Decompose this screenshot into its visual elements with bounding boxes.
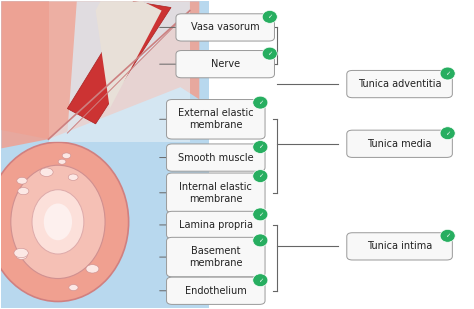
- Circle shape: [86, 265, 99, 273]
- Text: ✓: ✓: [258, 100, 263, 105]
- Polygon shape: [1, 1, 190, 139]
- Circle shape: [62, 153, 71, 159]
- Text: Nerve: Nerve: [210, 59, 240, 69]
- Text: ✓: ✓: [445, 233, 450, 238]
- Ellipse shape: [440, 67, 455, 80]
- Ellipse shape: [44, 204, 72, 240]
- Ellipse shape: [440, 229, 455, 242]
- Text: Smooth muscle: Smooth muscle: [178, 153, 254, 163]
- Circle shape: [68, 174, 78, 180]
- Ellipse shape: [253, 208, 268, 221]
- Text: External elastic
membrane: External elastic membrane: [178, 108, 254, 130]
- Text: ✓: ✓: [258, 174, 263, 179]
- Ellipse shape: [0, 142, 128, 302]
- Circle shape: [16, 252, 27, 260]
- Ellipse shape: [262, 11, 277, 23]
- Ellipse shape: [11, 165, 105, 278]
- FancyBboxPatch shape: [166, 144, 265, 171]
- Polygon shape: [96, 1, 162, 108]
- Polygon shape: [1, 1, 199, 148]
- Ellipse shape: [253, 170, 268, 183]
- Text: Basement
membrane: Basement membrane: [189, 246, 243, 268]
- FancyBboxPatch shape: [347, 233, 452, 260]
- Text: ✓: ✓: [258, 278, 263, 283]
- Text: Internal elastic
membrane: Internal elastic membrane: [179, 182, 252, 204]
- FancyBboxPatch shape: [347, 70, 452, 98]
- Text: Tunica intima: Tunica intima: [367, 241, 432, 251]
- Text: ✓: ✓: [267, 51, 273, 56]
- FancyBboxPatch shape: [1, 1, 209, 308]
- Ellipse shape: [262, 47, 277, 60]
- Ellipse shape: [253, 141, 268, 154]
- Text: ✓: ✓: [258, 238, 263, 243]
- FancyBboxPatch shape: [166, 211, 265, 239]
- FancyBboxPatch shape: [166, 277, 265, 304]
- Ellipse shape: [440, 127, 455, 140]
- Text: Tunica media: Tunica media: [367, 139, 432, 149]
- Polygon shape: [67, 1, 190, 133]
- FancyBboxPatch shape: [166, 173, 265, 213]
- FancyBboxPatch shape: [176, 14, 274, 41]
- Text: Lamina propria: Lamina propria: [179, 220, 253, 230]
- Text: ✓: ✓: [258, 212, 263, 217]
- Ellipse shape: [32, 190, 84, 254]
- Circle shape: [14, 248, 28, 258]
- FancyBboxPatch shape: [347, 130, 452, 157]
- Circle shape: [18, 188, 29, 195]
- Ellipse shape: [253, 274, 268, 287]
- Circle shape: [69, 285, 78, 290]
- Polygon shape: [67, 1, 171, 124]
- Text: Tunica adventitia: Tunica adventitia: [358, 79, 441, 89]
- Circle shape: [17, 177, 27, 184]
- Text: ✓: ✓: [445, 131, 450, 136]
- Ellipse shape: [253, 96, 268, 109]
- Text: ✓: ✓: [267, 14, 273, 19]
- Circle shape: [58, 159, 66, 164]
- FancyBboxPatch shape: [48, 1, 190, 142]
- FancyBboxPatch shape: [166, 237, 265, 277]
- Text: ✓: ✓: [258, 145, 263, 150]
- Text: ✓: ✓: [445, 71, 450, 76]
- Circle shape: [40, 168, 53, 176]
- FancyBboxPatch shape: [176, 51, 274, 78]
- FancyBboxPatch shape: [166, 99, 265, 139]
- Ellipse shape: [253, 234, 268, 247]
- Text: Vasa vasorum: Vasa vasorum: [191, 23, 260, 32]
- Text: Endothelium: Endothelium: [185, 286, 246, 296]
